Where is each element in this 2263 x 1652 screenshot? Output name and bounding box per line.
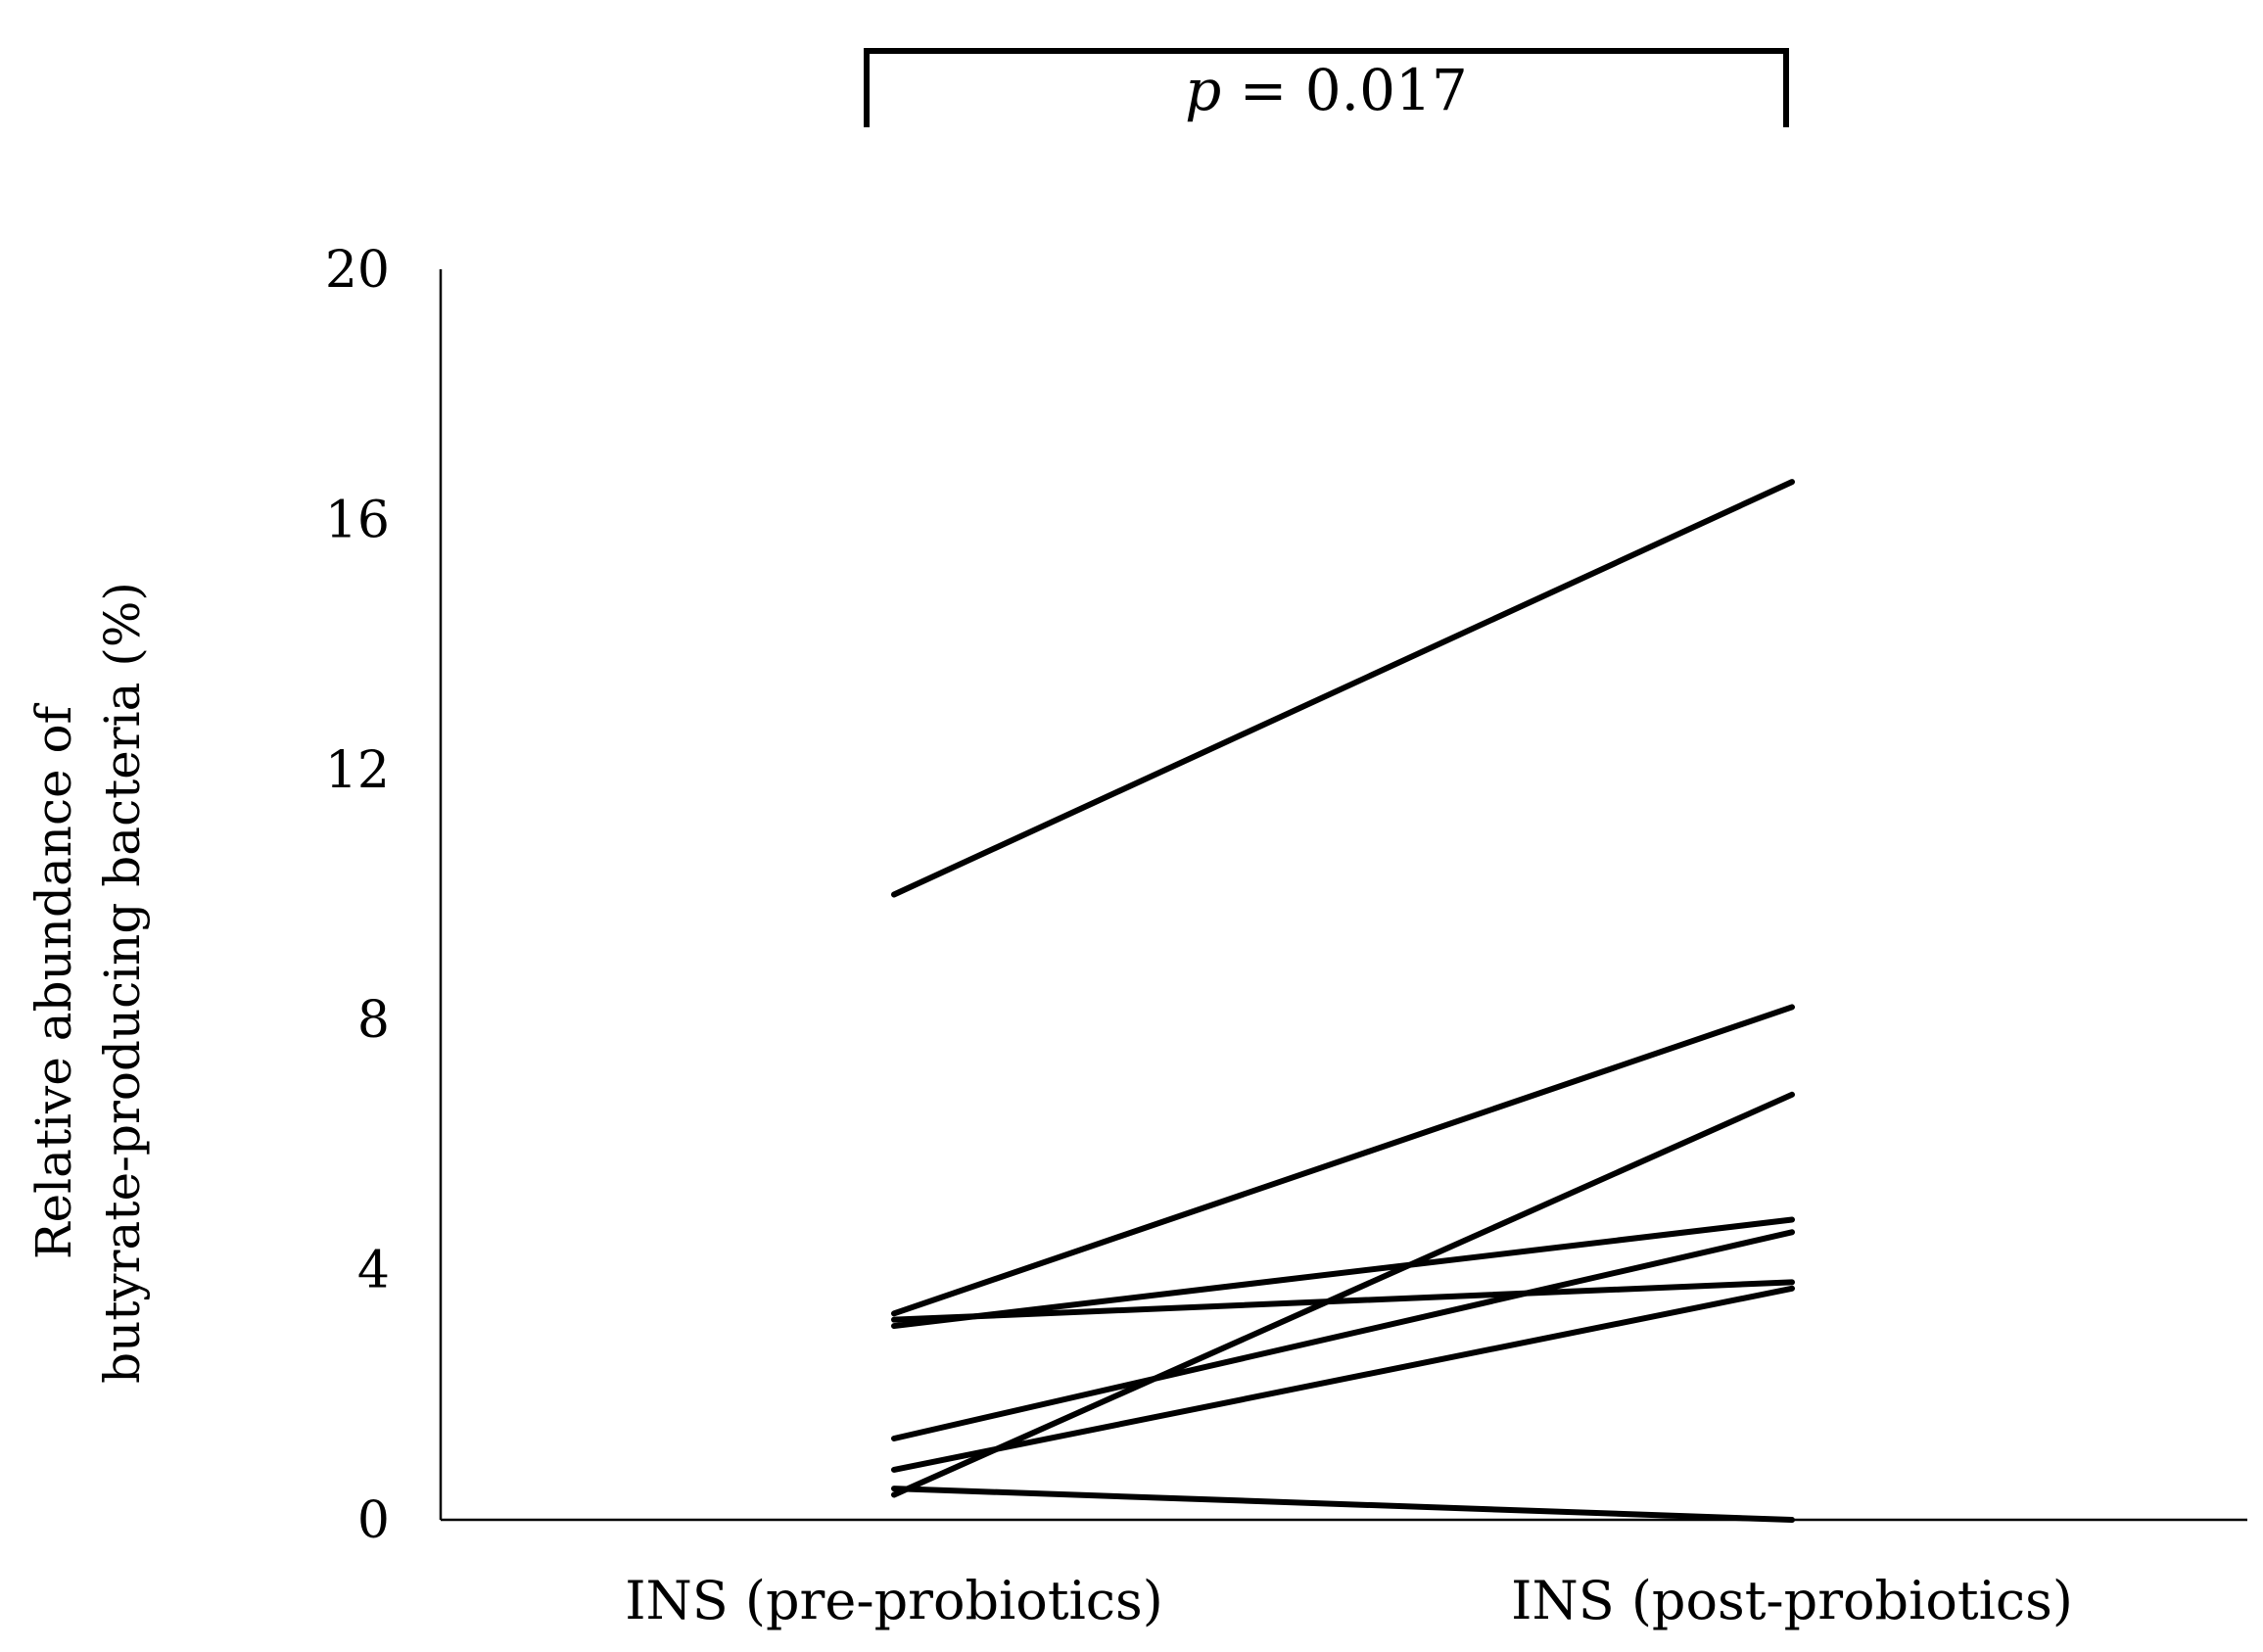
- series-line-2: [891, 1004, 1795, 1317]
- significance-bracket: [864, 48, 1789, 127]
- series-line-6: [891, 1229, 1795, 1441]
- y-axis-label: Relative abundance of butyrate-producing…: [25, 582, 151, 1384]
- series-line-3: [891, 1091, 1795, 1498]
- series-line-7: [891, 1285, 1795, 1473]
- series-lines: [891, 479, 1795, 1523]
- y-tick-label-12: 12: [325, 741, 390, 800]
- series-line-5: [891, 1279, 1795, 1323]
- y-tick-label-16: 16: [325, 491, 390, 549]
- significance-annotation: p = 0.017: [864, 48, 1789, 127]
- y-tick-label-0: 0: [357, 1491, 390, 1550]
- y-axis-label-line-2: butyrate-producing bacteria (%): [94, 582, 151, 1384]
- p-symbol: p: [1185, 57, 1221, 123]
- y-tick-label-20: 20: [325, 241, 390, 300]
- p-value-label: p = 0.017: [1185, 57, 1468, 123]
- x-category-label-1: INS (pre-probiotics): [625, 1570, 1163, 1631]
- series-line-8: [891, 1486, 1795, 1523]
- series-line-4: [891, 1216, 1795, 1330]
- y-axis-label-line-1: Relative abundance of: [25, 702, 82, 1259]
- y-tick-labels: 0 4 8 12 16 20: [325, 241, 390, 1550]
- x-category-label-2: INS (post-probiotics): [1511, 1570, 2073, 1631]
- series-line-1: [891, 479, 1795, 898]
- y-tick-label-8: 8: [357, 991, 390, 1050]
- y-tick-label-4: 4: [357, 1242, 390, 1300]
- x-category-labels: INS (pre-probiotics) INS (post-probiotics…: [625, 1570, 2073, 1631]
- p-value: = 0.017: [1221, 57, 1468, 123]
